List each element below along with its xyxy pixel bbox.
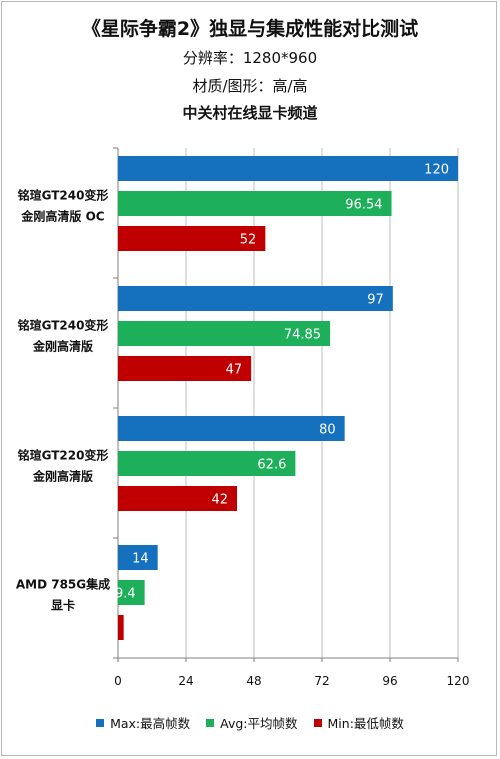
- bar-max: [118, 545, 158, 570]
- data-label: 47: [226, 363, 243, 378]
- chart-title: 《星际争霸2》独显与集成性能对比测试: [81, 18, 419, 40]
- bar-min: [118, 356, 252, 381]
- data-label: 14: [132, 552, 149, 567]
- resolution-subtitle: 分辨率：1280*960: [182, 49, 318, 67]
- legend-swatch-min: [313, 718, 322, 727]
- bar-min: [118, 226, 266, 251]
- legend-item-min: Min:最低帧数: [313, 713, 404, 732]
- bar-max: [118, 286, 393, 311]
- category-label: 金刚高清版: [32, 469, 93, 484]
- category-label: 金刚高清版 OC: [20, 209, 104, 224]
- legend-label-max: Max:最高帧数: [110, 716, 191, 731]
- data-label: 120: [424, 163, 449, 178]
- data-label: 96.54: [345, 198, 382, 213]
- x-tick-label: 120: [447, 674, 470, 688]
- legend-item-avg: Avg:平均帧数: [206, 713, 298, 732]
- bar-min: [118, 615, 124, 640]
- legend: Max:最高帧数 Avg:平均帧数 Min:最低帧数: [0, 713, 500, 732]
- data-label: 74.85: [284, 328, 321, 343]
- category-label: 铭瑄GT240变形: [18, 318, 109, 333]
- bar-max: [118, 156, 458, 181]
- x-tick-label: 24: [178, 674, 193, 688]
- quality-subtitle: 材质/图形：高/高: [192, 77, 308, 95]
- bar-min: [118, 486, 237, 511]
- x-tick-label: 0: [114, 674, 122, 688]
- x-tick-label: 48: [246, 674, 261, 688]
- legend-swatch-avg: [206, 718, 215, 727]
- category-label: 金刚高清版: [32, 339, 93, 354]
- bar-avg: [118, 451, 296, 476]
- data-label: 97: [367, 293, 384, 308]
- bar-max: [118, 416, 345, 441]
- data-label: 52: [240, 233, 257, 248]
- legend-label-min: Min:最低帧数: [327, 716, 404, 731]
- legend-label-avg: Avg:平均帧数: [220, 716, 298, 731]
- bar-avg: [118, 321, 331, 346]
- x-tick-label: 72: [314, 674, 329, 688]
- data-label: 42: [211, 493, 228, 508]
- legend-swatch-max: [96, 718, 105, 727]
- data-label: 9.4: [115, 587, 136, 602]
- source-subtitle: 中关村在线显卡频道: [182, 104, 318, 122]
- category-label: AMD 785G集成: [16, 577, 110, 592]
- data-label: 62.6: [257, 458, 286, 473]
- data-label: 80: [319, 423, 336, 438]
- category-label: 铭瑄GT220变形: [18, 448, 109, 463]
- x-tick-label: 96: [382, 674, 397, 688]
- legend-item-max: Max:最高帧数: [96, 713, 190, 732]
- bar-avg: [118, 580, 145, 605]
- bar-avg: [118, 191, 392, 216]
- category-label: 铭瑄GT240变形: [18, 188, 109, 203]
- category-label: 显卡: [51, 598, 75, 613]
